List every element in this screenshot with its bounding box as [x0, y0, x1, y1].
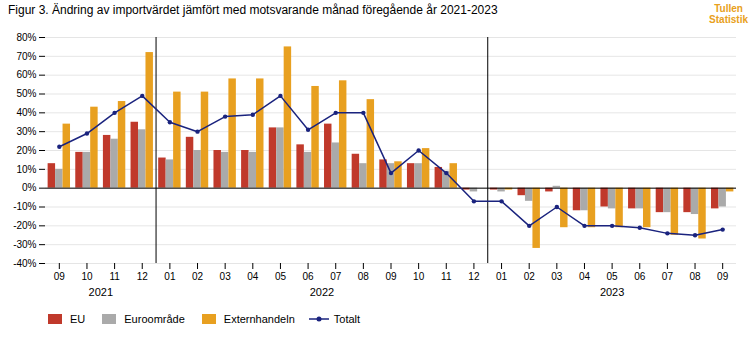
svg-text:40%: 40%	[16, 107, 36, 118]
svg-text:0%: 0%	[22, 182, 37, 193]
html-text:Euroområde: Euroområde	[124, 313, 185, 325]
svg-text:03: 03	[220, 271, 232, 282]
svg-text:11: 11	[109, 271, 120, 282]
html-text:Externhandeln: Externhandeln	[223, 313, 295, 325]
svg-text:10%: 10%	[16, 164, 36, 175]
svg-text:03: 03	[551, 271, 563, 282]
svg-text:2022: 2022	[310, 286, 334, 298]
svg-text:09: 09	[385, 271, 397, 282]
svg-text:12: 12	[468, 271, 480, 282]
svg-text:-40%: -40%	[13, 258, 36, 269]
svg-text:05: 05	[275, 271, 287, 282]
svg-text:50%: 50%	[16, 88, 36, 99]
svg-text:70%: 70%	[16, 51, 36, 62]
svg-text:02: 02	[524, 271, 536, 282]
html-text:Figur 3. Ändring av importvärd: Figur 3. Ändring av importvärdet jämfört…	[8, 3, 498, 17]
svg-text:60%: 60%	[16, 69, 36, 80]
svg-text:10: 10	[81, 271, 93, 282]
html-text:Totalt: Totalt	[333, 313, 361, 325]
svg-text:08: 08	[689, 271, 701, 282]
svg-text:02: 02	[192, 271, 204, 282]
svg-text:07: 07	[662, 271, 674, 282]
svg-text:06: 06	[303, 271, 315, 282]
svg-text:2023: 2023	[600, 286, 624, 298]
svg-text:09: 09	[717, 271, 729, 282]
svg-text:06: 06	[634, 271, 646, 282]
svg-text:05: 05	[607, 271, 619, 282]
svg-text:01: 01	[164, 271, 176, 282]
svg-text:-30%: -30%	[13, 239, 36, 250]
svg-text:09: 09	[54, 271, 66, 282]
svg-text:07: 07	[330, 271, 342, 282]
html-text:Tullen Statistik: Tullen Statistik	[709, 3, 748, 25]
svg-text:-10%: -10%	[13, 201, 36, 212]
svg-text:12: 12	[137, 271, 149, 282]
svg-text:01: 01	[496, 271, 508, 282]
svg-text:10: 10	[413, 271, 425, 282]
svg-text:08: 08	[358, 271, 370, 282]
svg-text:04: 04	[247, 271, 259, 282]
svg-text:30%: 30%	[16, 126, 36, 137]
html-text:EU: EU	[70, 313, 86, 325]
svg-text:2021: 2021	[89, 286, 113, 298]
svg-text:80%: 80%	[16, 32, 36, 43]
svg-text:04: 04	[579, 271, 591, 282]
svg-text:11: 11	[441, 271, 452, 282]
svg-text:-20%: -20%	[13, 220, 36, 231]
svg-text:20%: 20%	[16, 145, 36, 156]
